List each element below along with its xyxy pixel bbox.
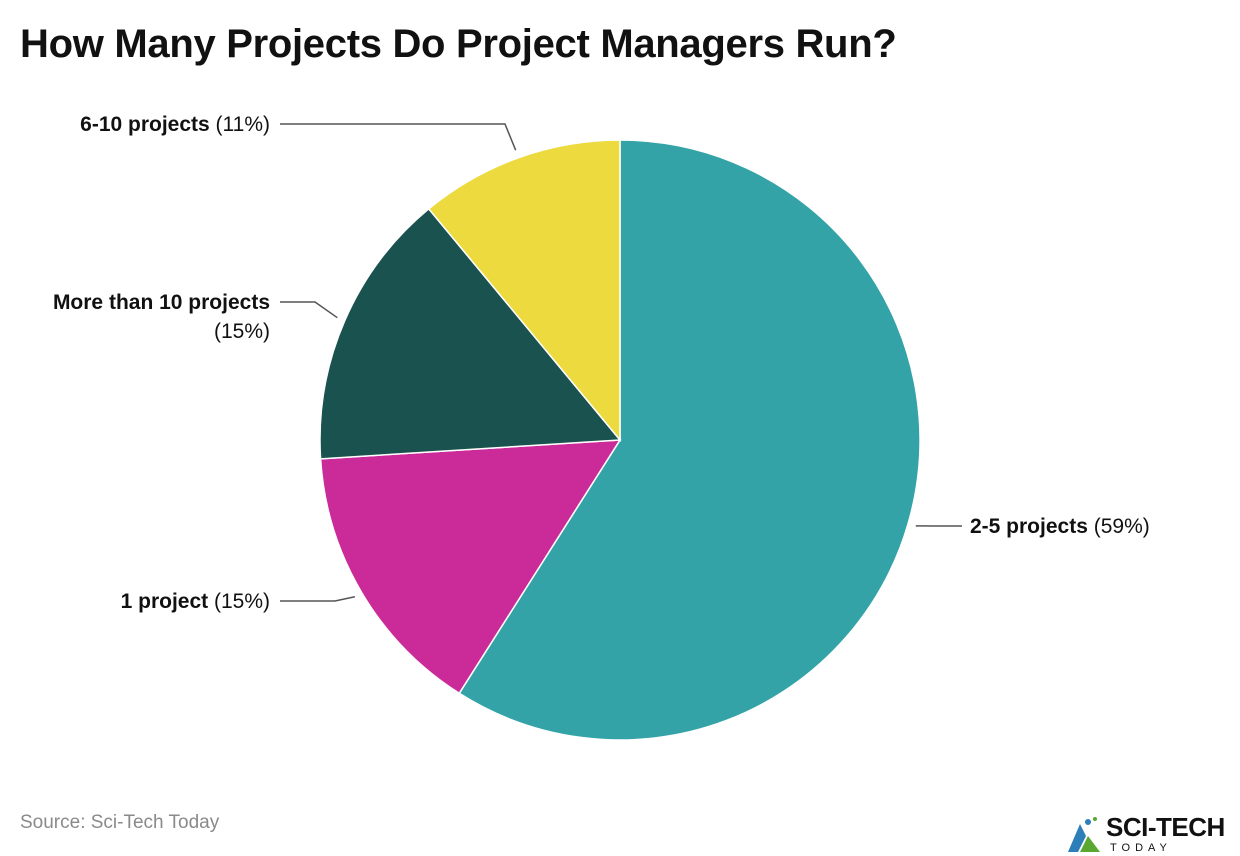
brand-subtitle: TODAY bbox=[1110, 842, 1172, 854]
pie-slice-more-than-10-projects bbox=[319, 207, 622, 460]
slice-label-name: 6-10 projects bbox=[80, 113, 210, 136]
pie-slice-6-10-projects bbox=[427, 139, 621, 443]
leader-line bbox=[280, 301, 338, 319]
brand-name: SCI-TECH bbox=[1106, 812, 1225, 842]
slice-label: 1 project (15%) bbox=[121, 590, 270, 613]
leader-line bbox=[280, 123, 517, 151]
slice-label-value: (11%) bbox=[210, 113, 270, 136]
slice-label-name: 1 project bbox=[121, 590, 209, 613]
slice-label-name: 2-5 projects bbox=[970, 515, 1088, 538]
sci-tech-logo-icon bbox=[1068, 817, 1100, 852]
pie-chart: 2-5 projects (59%) 1 project (15%) More th… bbox=[53, 113, 1150, 741]
slice-label-value: (15%) bbox=[208, 590, 270, 613]
pie-slice-2-5-projects bbox=[458, 139, 921, 741]
slice-label: 6-10 projects (11%) bbox=[80, 113, 270, 136]
pie-slice-1-project bbox=[319, 439, 622, 695]
slice-label-value: (15%) bbox=[214, 320, 270, 343]
source-note: Source: Sci-Tech Today bbox=[20, 812, 220, 833]
slice-label-value: (59%) bbox=[1088, 515, 1150, 538]
chart-title: How Many Projects Do Project Managers Ru… bbox=[20, 22, 897, 66]
slice-label: 2-5 projects (59%) bbox=[970, 515, 1150, 538]
brand-logo: SCI-TECH TODAY bbox=[1066, 812, 1238, 856]
slice-label-name: More than 10 projects bbox=[53, 291, 270, 314]
leader-line bbox=[280, 596, 356, 602]
